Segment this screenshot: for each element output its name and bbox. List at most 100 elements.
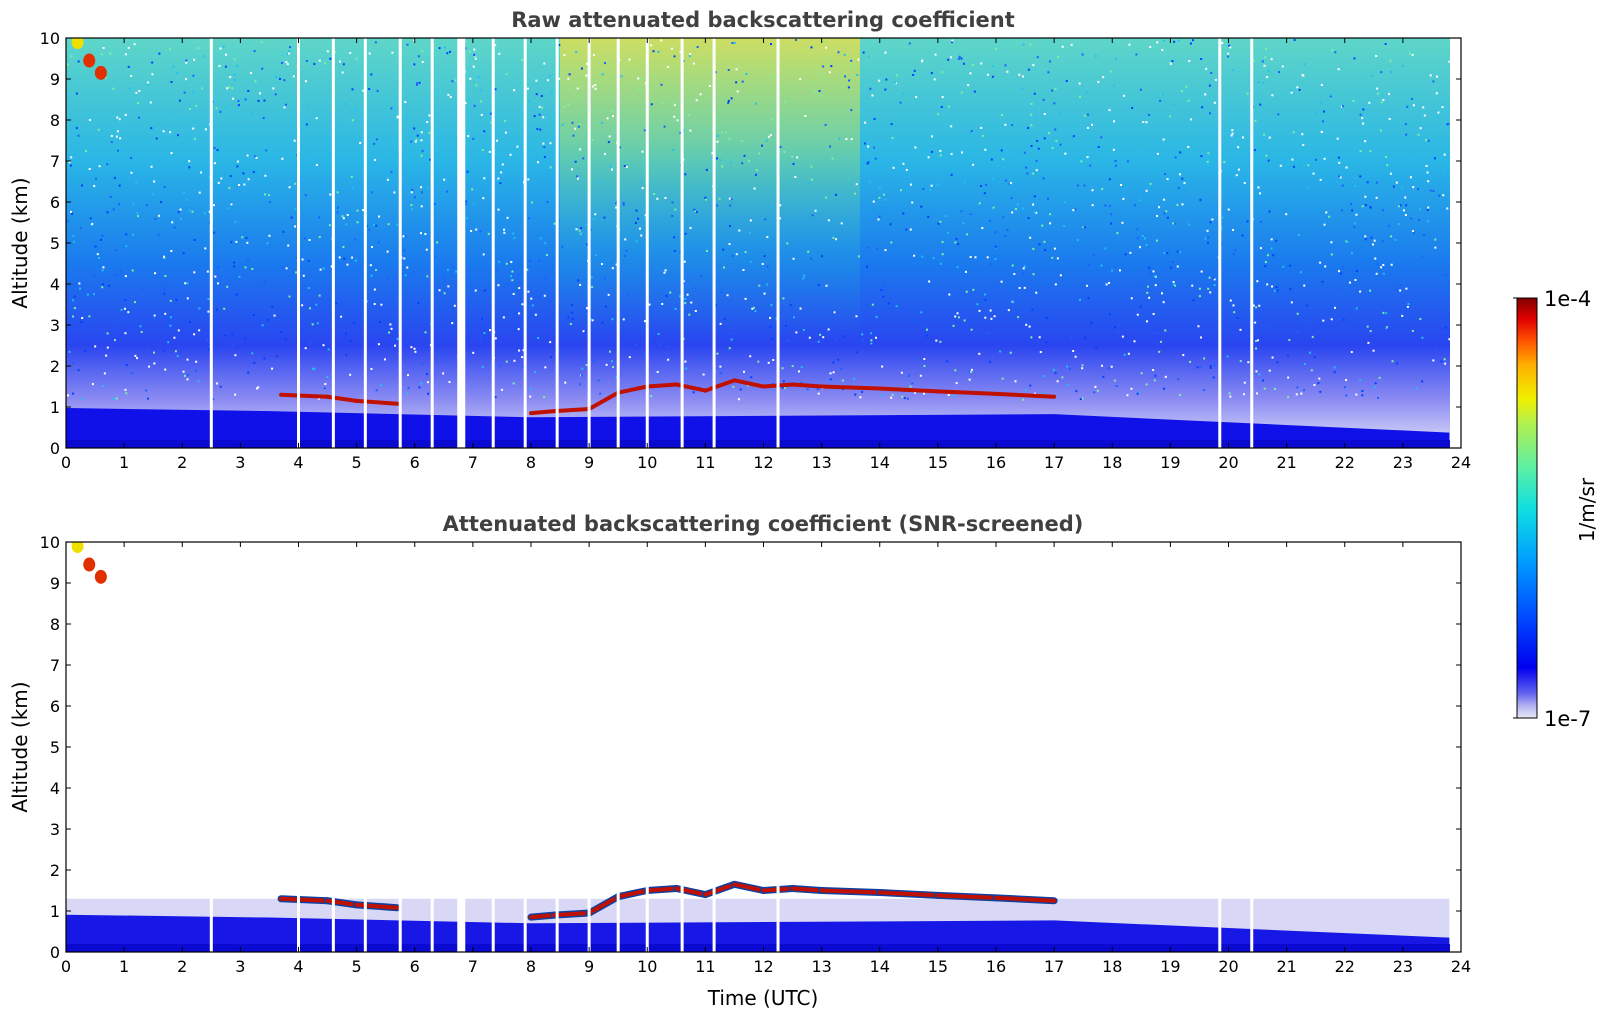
noise-pixel [1123, 353, 1126, 356]
noise-pixel [1400, 284, 1403, 287]
noise-pixel [1388, 117, 1391, 120]
noise-pixel [769, 316, 772, 319]
noise-pixel [72, 234, 75, 237]
noise-pixel [1178, 39, 1181, 42]
noise-pixel [378, 321, 381, 324]
noise-pixel [1312, 172, 1315, 175]
noise-pixel [850, 138, 853, 141]
noise-pixel [1436, 75, 1439, 78]
noise-pixel [752, 306, 755, 309]
noise-pixel [679, 50, 682, 53]
noise-pixel [985, 183, 988, 186]
noise-pixel [1229, 46, 1232, 49]
cirrus-blob [94, 65, 107, 80]
noise-pixel [537, 161, 540, 164]
noise-pixel [1266, 76, 1269, 79]
noise-pixel [136, 215, 139, 218]
noise-pixel [1267, 159, 1270, 162]
noise-pixel [1319, 178, 1322, 181]
noise-pixel [1000, 149, 1003, 152]
noise-pixel [535, 93, 538, 96]
noise-pixel [937, 113, 940, 116]
noise-pixel [844, 75, 847, 78]
noise-pixel [863, 142, 866, 145]
noise-pixel [1037, 147, 1040, 150]
noise-pixel [1342, 318, 1345, 321]
noise-pixel [1126, 160, 1129, 163]
noise-pixel [1063, 225, 1066, 228]
noise-pixel [1140, 372, 1143, 375]
noise-pixel [1000, 280, 1003, 283]
noise-pixel [1232, 253, 1235, 256]
noise-pixel [305, 59, 308, 62]
noise-pixel [1196, 366, 1199, 369]
noise-pixel [317, 216, 320, 219]
noise-pixel [684, 297, 687, 300]
noise-pixel [1234, 249, 1237, 252]
noise-pixel [490, 121, 493, 124]
noise-pixel [510, 275, 513, 278]
noise-pixel [1152, 270, 1155, 273]
noise-pixel [593, 53, 596, 56]
noise-pixel [591, 138, 594, 141]
noise-pixel [881, 365, 884, 368]
noise-pixel [1110, 213, 1113, 216]
noise-pixel [1419, 127, 1422, 130]
noise-pixel [1104, 247, 1107, 250]
noise-pixel [102, 283, 105, 286]
noise-pixel [549, 341, 552, 344]
noise-pixel [947, 58, 950, 61]
noise-pixel [611, 318, 614, 321]
noise-pixel [895, 294, 898, 297]
noise-pixel [1056, 380, 1059, 383]
noise-pixel [1423, 233, 1426, 236]
noise-pixel [558, 77, 561, 80]
noise-pixel [526, 268, 529, 271]
noise-pixel [212, 398, 215, 401]
noise-pixel [728, 197, 731, 200]
noise-pixel [673, 104, 676, 107]
noise-pixel [345, 223, 348, 226]
noise-pixel [279, 331, 282, 334]
noise-pixel [1296, 312, 1299, 315]
noise-pixel [245, 237, 248, 240]
noise-pixel [153, 351, 156, 354]
noise-pixel [412, 270, 415, 273]
x-tick-label: 3 [235, 957, 245, 976]
noise-pixel [825, 196, 828, 199]
noise-pixel [88, 119, 91, 122]
noise-pixel [1086, 126, 1089, 129]
noise-pixel [667, 346, 670, 349]
y-tick-label: 8 [50, 111, 60, 130]
noise-pixel [1350, 252, 1353, 255]
noise-pixel [531, 304, 534, 307]
noise-pixel [688, 55, 691, 58]
noise-pixel [581, 367, 584, 370]
noise-pixel [97, 128, 100, 131]
noise-pixel [1259, 103, 1262, 106]
noise-pixel [213, 231, 216, 234]
noise-pixel [1053, 247, 1056, 250]
noise-pixel [479, 337, 482, 340]
noise-pixel [641, 150, 644, 153]
noise-pixel [359, 141, 362, 144]
noise-pixel [227, 207, 230, 210]
noise-pixel [538, 105, 541, 108]
heatmap-raw [66, 38, 1451, 448]
noise-pixel [1352, 99, 1355, 102]
noise-pixel [829, 378, 832, 381]
y-tick-label: 2 [50, 357, 60, 376]
noise-pixel [814, 209, 817, 212]
noise-pixel [1268, 369, 1271, 372]
noise-pixel [1375, 196, 1378, 199]
noise-pixel [1011, 124, 1014, 127]
noise-pixel [1157, 331, 1160, 334]
noise-pixel [1276, 361, 1279, 364]
noise-pixel [821, 94, 824, 97]
noise-pixel [303, 237, 306, 240]
noise-pixel [466, 217, 469, 220]
noise-pixel [925, 326, 928, 329]
noise-pixel [396, 223, 399, 226]
noise-pixel [118, 203, 121, 206]
